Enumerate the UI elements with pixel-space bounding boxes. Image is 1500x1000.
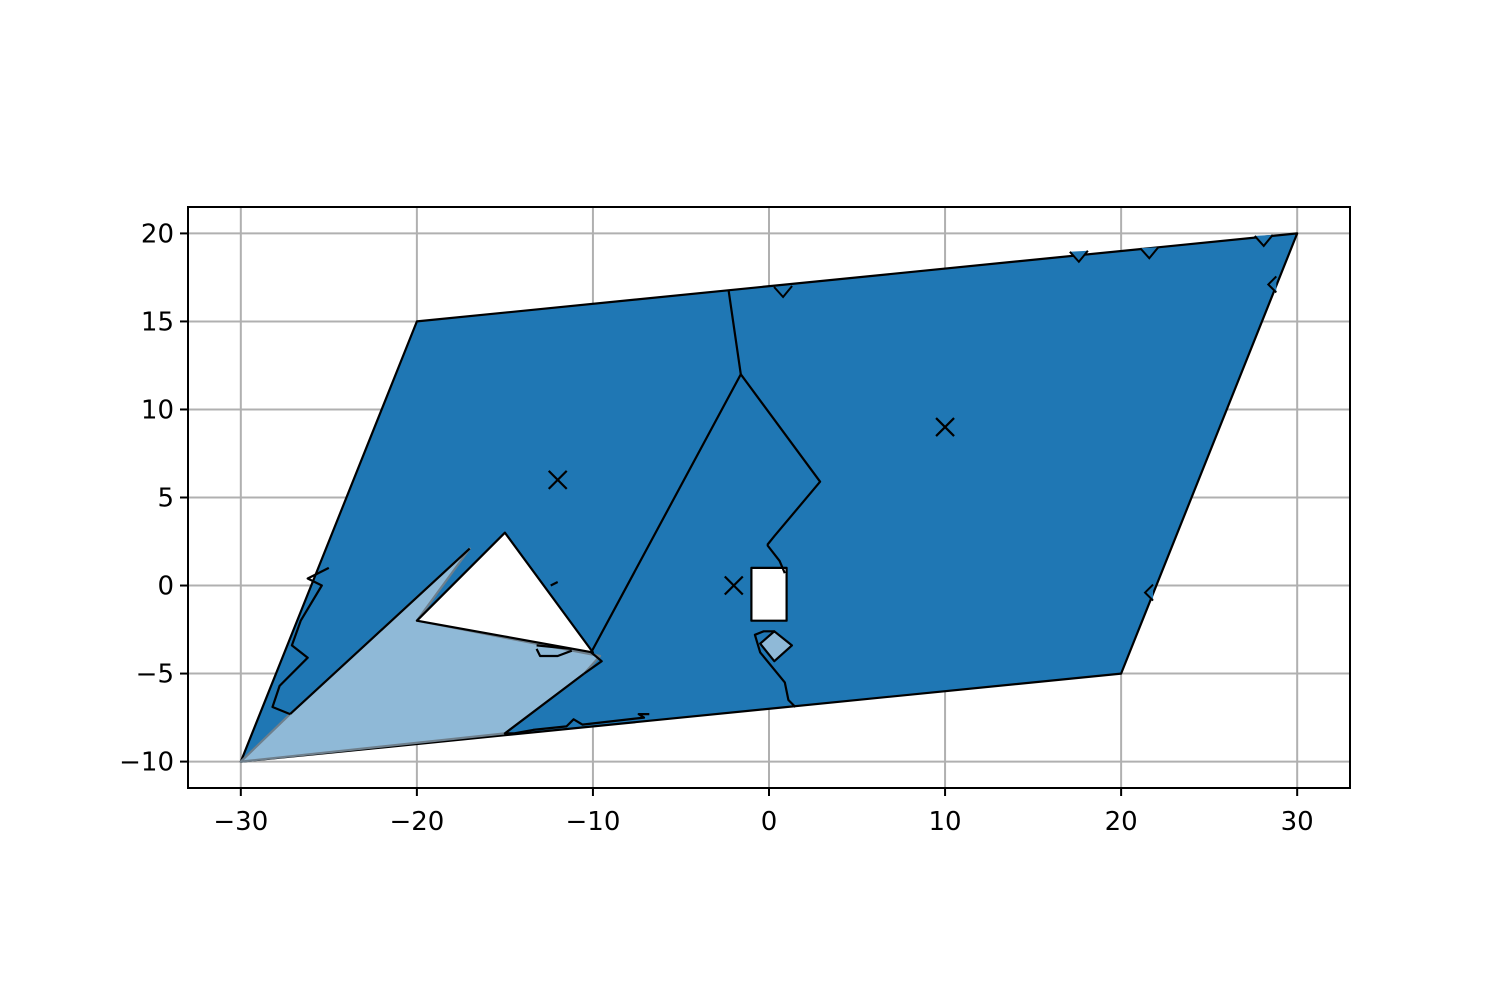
x-tick-label-0: −30 [213,807,268,837]
boundary-line-0 [271,566,330,716]
boundary-line-5 [766,544,786,574]
boundary-line-3 [583,289,742,675]
boundary-line-2 [503,672,650,735]
region-hole-2 [415,531,595,654]
y-tick-label-2: 0 [157,572,174,602]
region-hole-3 [750,566,788,622]
x-tick-label-6: 30 [1281,807,1314,837]
y-tick-label-6: 20 [141,219,174,249]
regions [239,232,1299,763]
x-axis-ticks: −30 −20 −10 0 10 20 30 [213,788,1314,837]
boundary-line-9 [550,581,559,587]
edge-notch-top-2 [1139,246,1160,260]
boundary-line-6 [753,630,797,708]
boundary-line-7 [536,644,572,650]
edge-notch-top-0 [773,285,793,299]
x-tick-label-2: −10 [566,807,621,837]
region-light-4 [759,630,794,663]
x-tick-label-1: −20 [389,807,444,837]
x-marker-0 [547,470,568,490]
markers [547,417,955,596]
y-tick-label-5: 15 [141,307,174,337]
edge-notch-right-0 [1143,583,1154,602]
boundary-line-8 [535,648,573,658]
y-tick-label-0: −10 [119,748,174,778]
x-marker-1 [935,417,955,437]
boundary-line-4 [739,373,822,546]
y-tick-label-4: 10 [141,395,174,425]
x-tick-label-4: 10 [929,807,962,837]
y-axis-ticks: −10 −5 0 5 10 15 20 [119,219,188,778]
boundary-lines [271,234,1278,735]
boundary-line-1 [289,547,471,715]
x-tick-label-3: 0 [761,807,778,837]
y-tick-label-3: 5 [157,484,174,514]
edge-notch-top-3 [1253,234,1274,248]
x-marker-2 [724,575,744,596]
edge-notch-top-1 [1069,250,1089,264]
y-tick-label-1: −5 [136,660,174,690]
x-tick-label-5: 20 [1105,807,1138,837]
edge-notch-right-1 [1266,275,1278,294]
